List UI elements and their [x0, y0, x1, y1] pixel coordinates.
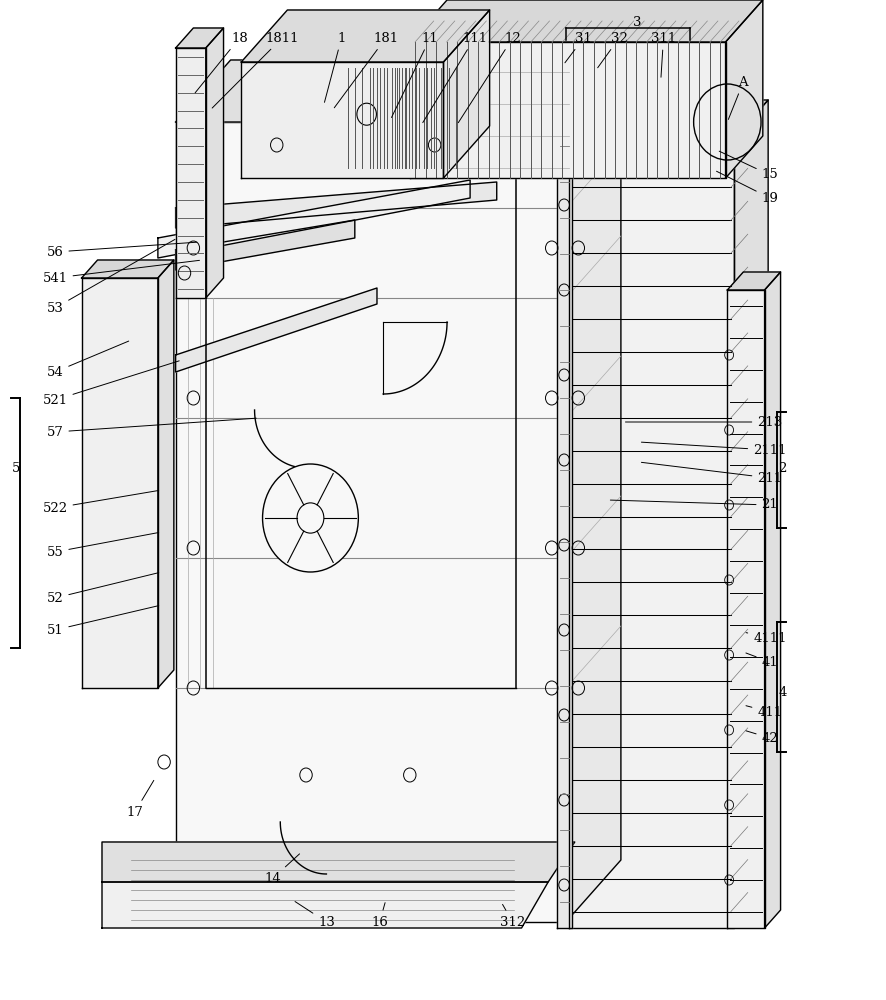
Text: 51: 51 [47, 606, 159, 637]
Text: 57: 57 [46, 418, 256, 438]
Text: 1: 1 [324, 31, 346, 102]
Polygon shape [158, 260, 174, 688]
Text: 4: 4 [777, 686, 786, 698]
Text: 56: 56 [46, 242, 197, 258]
Text: 4111: 4111 [745, 632, 786, 645]
Polygon shape [241, 10, 489, 62]
Circle shape [262, 464, 358, 572]
Text: 16: 16 [370, 903, 388, 928]
Polygon shape [734, 100, 767, 928]
Polygon shape [82, 260, 174, 278]
Text: 13: 13 [295, 902, 335, 928]
Polygon shape [725, 0, 762, 178]
Text: 211: 211 [641, 462, 781, 485]
Text: 411: 411 [745, 706, 781, 718]
Polygon shape [158, 180, 470, 258]
Polygon shape [175, 48, 206, 298]
Text: 181: 181 [334, 31, 398, 108]
Text: 21: 21 [610, 498, 777, 512]
Text: 5: 5 [12, 462, 20, 475]
Text: 17: 17 [126, 780, 153, 818]
Text: 55: 55 [47, 533, 159, 558]
Text: 52: 52 [47, 573, 159, 604]
Polygon shape [175, 122, 565, 922]
Polygon shape [175, 182, 496, 228]
Text: 213: 213 [625, 416, 781, 428]
Polygon shape [102, 882, 548, 928]
Polygon shape [409, 42, 725, 178]
Polygon shape [409, 0, 762, 42]
Polygon shape [569, 100, 767, 138]
Polygon shape [569, 138, 734, 928]
Text: 19: 19 [716, 171, 778, 205]
Text: 111: 111 [423, 31, 486, 123]
Text: 53: 53 [46, 239, 175, 314]
Text: 54: 54 [47, 341, 128, 378]
Text: 41: 41 [745, 653, 777, 668]
Polygon shape [727, 272, 780, 290]
Text: 14: 14 [265, 854, 299, 884]
Polygon shape [206, 28, 223, 298]
Text: 15: 15 [719, 151, 777, 182]
Text: 3: 3 [632, 15, 641, 28]
Text: 2: 2 [777, 462, 786, 475]
Polygon shape [175, 28, 223, 48]
Polygon shape [175, 288, 377, 372]
Text: 541: 541 [43, 260, 199, 284]
Text: 521: 521 [43, 361, 179, 406]
Polygon shape [565, 60, 620, 922]
Text: 11: 11 [391, 31, 438, 118]
Text: 31: 31 [564, 31, 592, 63]
Text: 312: 312 [500, 904, 525, 928]
Text: 2111: 2111 [641, 442, 786, 456]
Text: 42: 42 [745, 731, 777, 744]
Polygon shape [82, 278, 158, 688]
Polygon shape [727, 290, 764, 928]
Polygon shape [764, 272, 780, 928]
Text: 32: 32 [597, 31, 627, 68]
Text: 18: 18 [195, 31, 247, 93]
Polygon shape [241, 62, 443, 178]
Text: 12: 12 [458, 31, 520, 123]
Polygon shape [175, 220, 354, 270]
Polygon shape [556, 130, 571, 928]
Polygon shape [556, 116, 584, 130]
Polygon shape [175, 60, 620, 122]
Text: A: A [727, 76, 747, 119]
Text: 311: 311 [650, 31, 675, 77]
Text: 522: 522 [43, 490, 159, 514]
Text: 1811: 1811 [212, 31, 299, 108]
Polygon shape [102, 842, 574, 882]
Polygon shape [443, 10, 489, 178]
